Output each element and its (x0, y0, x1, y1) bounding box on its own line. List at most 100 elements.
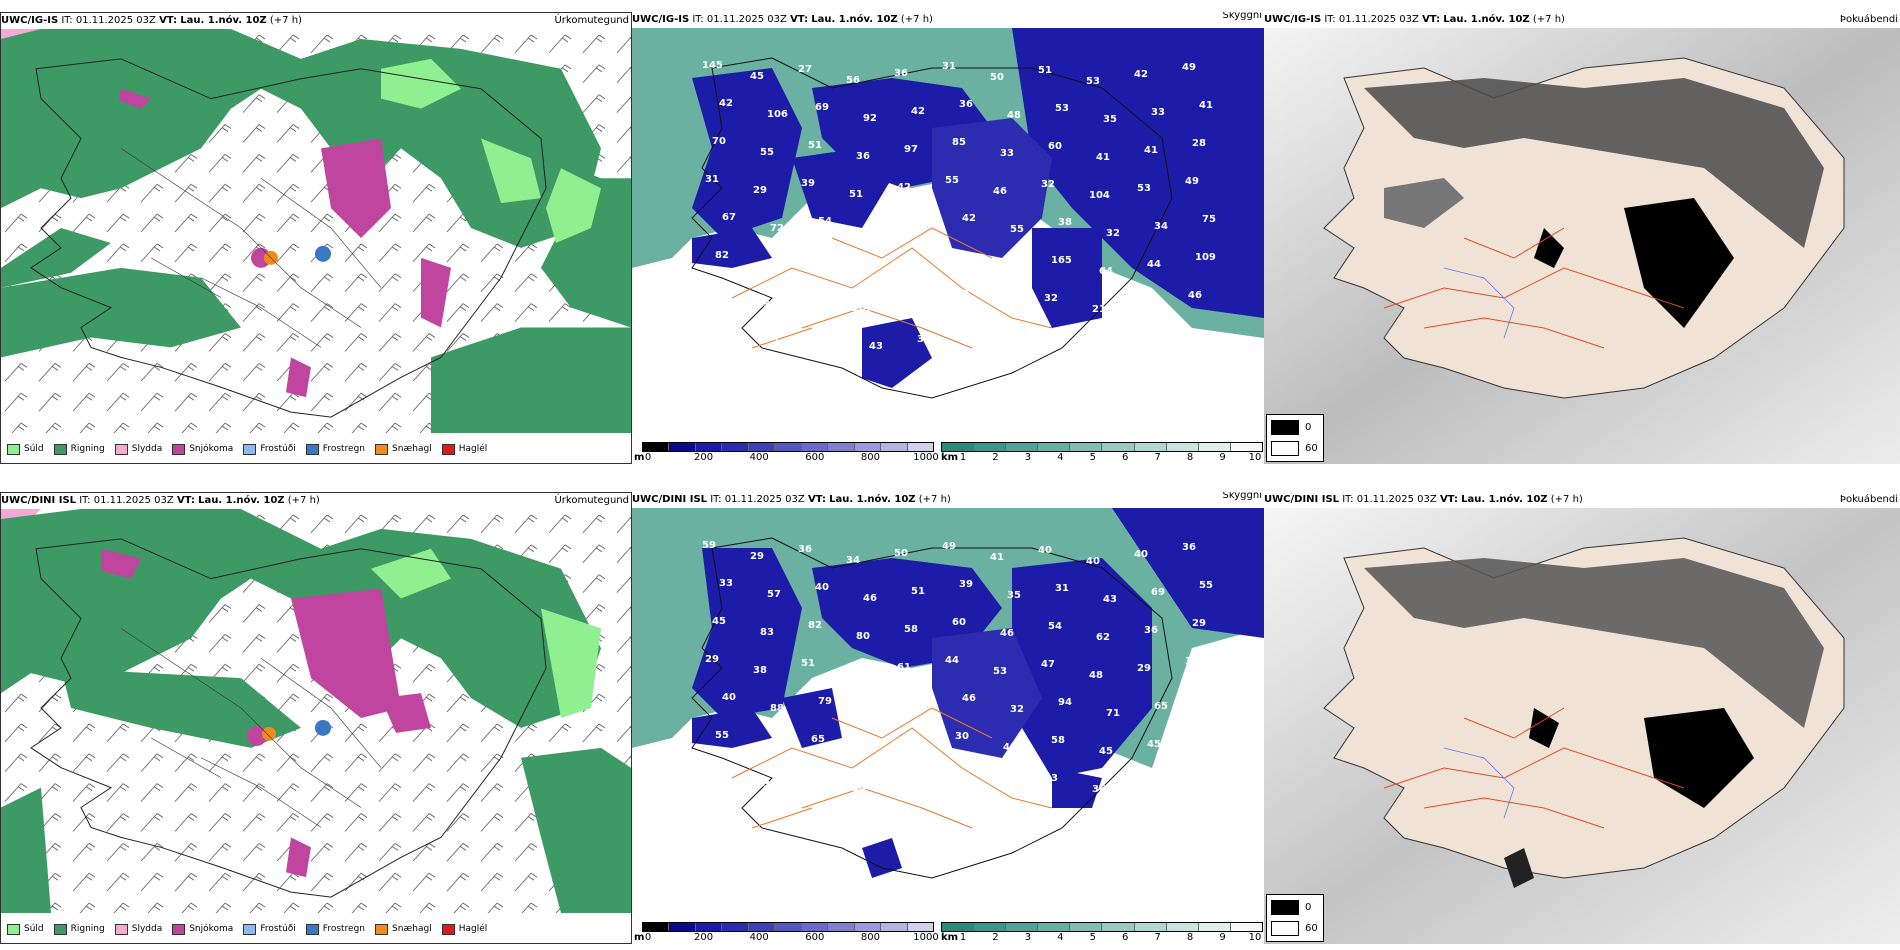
fog-legend-dark-label: 0 (1305, 902, 1312, 913)
cloud-base-label: 46 (962, 693, 976, 704)
legend-item: Súld (7, 923, 44, 935)
cloud-base-label: 36 (1144, 625, 1158, 636)
cloud-base-label: 33 (1000, 148, 1014, 159)
colorbar-tick: 0 (644, 452, 652, 463)
cloud-base-label: 29 (1137, 663, 1151, 674)
cloud-base-label: 36 (894, 68, 908, 79)
cloud-base-label: 53 (1055, 103, 1069, 114)
colorbar-swatch (1166, 923, 1199, 931)
legend-item: Frostregn (305, 443, 365, 455)
colorbar-swatch (695, 443, 723, 451)
cloud-base-label: 49 (1003, 742, 1017, 753)
cloud-base-label: 42 (719, 98, 733, 109)
colorbar-swatch (1102, 443, 1135, 451)
colorbar-swatch (643, 923, 670, 931)
cloud-base-label: 51 (801, 658, 815, 669)
legend-item: Frostúði (243, 923, 296, 935)
cloud-base-label: 55 (914, 700, 928, 711)
fog-legend-light-label: 60 (1305, 923, 1318, 934)
colorbar-swatch (854, 443, 882, 451)
cloud-base-label: 67 (722, 212, 736, 223)
fog-map (1264, 508, 1900, 944)
cloud-base-label: 54 (1048, 621, 1062, 632)
cloud-base-label: 55 (760, 147, 774, 158)
cloud-base-label: 36 (1092, 784, 1106, 795)
vt-value: Lau. 1.nóv. 10Z (198, 495, 285, 506)
colorbar-tick: 3 (1024, 452, 1032, 463)
cloud-base-label: 45 (1099, 746, 1113, 757)
cloud-base-label: 28 (725, 326, 739, 337)
legend-item: Snjókoma (172, 443, 233, 455)
cloud-base-label: 49 (866, 707, 880, 718)
cloud-base-label: 32 (1106, 228, 1120, 239)
panel-header: UWC/DINI ISL IT: 01.11.2025 03Z VT: Lau.… (1, 493, 631, 509)
cloud-base-label: 47 (1041, 659, 1055, 670)
cloud-base-label: 31 (948, 769, 962, 780)
vis-bar-swatches (941, 922, 1263, 932)
cloud-base-label: 29 (756, 299, 770, 310)
cloud-base-label: 33 (719, 578, 733, 589)
cloud-base-label: 68 (914, 220, 928, 231)
field-title: Skyggni (1222, 492, 1262, 501)
fog-panel-bottom: UWC/DINI ISL IT: 01.11.2025 03Z VT: Lau.… (1264, 492, 1900, 944)
panel-header: UWC/DINI ISL IT: 01.11.2025 03Z VT: Lau.… (1264, 492, 1900, 508)
height-colorbar: m 0 200 400 600 800 1000 (634, 440, 939, 464)
colorbar-tick: 200 (694, 932, 714, 943)
cloud-base-label: 44 (1147, 259, 1161, 270)
it-value: 01.11.2025 03Z (93, 495, 174, 506)
vt-value: Lau. 1.nóv. 10Z (829, 494, 916, 505)
cloud-base-label: 36 (907, 258, 921, 269)
fog-legend: 0 60 (1266, 894, 1324, 942)
colorbar-swatch (1006, 443, 1039, 451)
cloud-base-label: 34 (852, 783, 866, 794)
colorbar-swatch (748, 923, 776, 931)
panel-header: UWC/DINI ISL IT: 01.11.2025 03Z VT: Lau.… (632, 492, 1264, 508)
cloud-base-label: 62 (1096, 632, 1110, 643)
cloud-base-label: 38 (1202, 694, 1216, 705)
colorbar-swatch (907, 923, 933, 931)
cloud-base-label: 55 (1010, 224, 1024, 235)
model-name: UWC/IG-IS (1, 15, 59, 26)
cloud-base-label: 64 (1099, 266, 1113, 277)
cloud-base-label: 30 (955, 731, 969, 742)
legend-item: Snæhagl (375, 443, 432, 455)
cloud-base-label: 55 (1140, 297, 1154, 308)
cloud-base-label: 38 (804, 772, 818, 783)
it-value: 01.11.2025 03Z (1338, 14, 1419, 25)
cloud-base-label: 50 (990, 72, 1004, 83)
cloud-base-label: 83 (760, 627, 774, 638)
colorbar-swatch (974, 923, 1007, 931)
cloud-base-label: 65 (1154, 701, 1168, 712)
colorbar-swatch (828, 923, 855, 931)
cloud-base-label: 51 (911, 586, 925, 597)
cloud-base-label: 46 (804, 292, 818, 303)
colorbar-tick: 7 (1154, 932, 1161, 943)
colorbar-swatch (942, 923, 975, 931)
cloud-base-label: 42 (962, 213, 976, 224)
cloud-base-label: 46 (1000, 628, 1014, 639)
cloud-base-label: 46 (863, 593, 877, 604)
cloud-base-label: 57 (849, 669, 863, 680)
cloud-base-label: 32 (1044, 293, 1058, 304)
colorbar-tick: 8 (1186, 932, 1194, 943)
colorbar-tick: 1 (959, 932, 967, 943)
cloud-base-label: 45 (750, 71, 764, 82)
cloud-base-label: 69 (815, 102, 829, 113)
cloud-base-label: 42 (897, 182, 911, 193)
colorbar-swatch (1134, 923, 1167, 931)
cloud-base-label: 29 (1192, 618, 1206, 629)
colorbar-tick: 1000 (913, 932, 939, 943)
cloud-base-label: 28 (965, 327, 979, 338)
cloud-base-label: 43 (869, 341, 883, 352)
cloud-base-label: 61 (897, 662, 911, 673)
vt-value: Lau. 1.nóv. 10Z (1443, 14, 1530, 25)
colorbar-tick: 9 (1219, 452, 1226, 463)
cloud-base-label: 165 (1051, 255, 1072, 266)
cloud-base-label: 36 (798, 544, 812, 555)
cloud-base-label: 42 (911, 106, 925, 117)
cloud-base-label: 48 (1089, 670, 1103, 681)
model-name: UWC/IG-IS (632, 14, 690, 25)
colorbar-swatch (1070, 443, 1103, 451)
cloud-base-label: 55 (715, 730, 729, 741)
cloud-base-label: 129 (900, 296, 921, 307)
